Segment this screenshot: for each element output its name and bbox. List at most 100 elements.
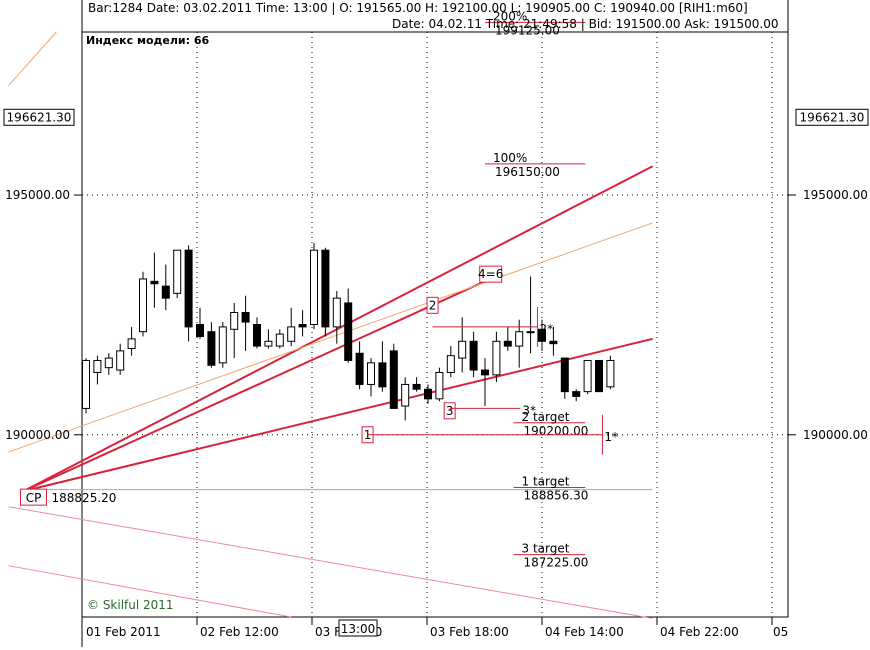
candles xyxy=(82,242,615,421)
target-label: 1 target xyxy=(522,475,570,489)
point-cp-value: 188825.20 xyxy=(52,491,117,505)
point-box xyxy=(426,296,439,314)
candle-up xyxy=(173,249,182,294)
target-label: 100% xyxy=(493,151,527,165)
candle-up xyxy=(287,326,296,342)
candle-down xyxy=(538,328,546,342)
analysis-lines xyxy=(8,31,654,619)
candle-down xyxy=(481,369,489,376)
x-tick-label: 05 xyxy=(773,625,788,639)
trend-line xyxy=(23,165,654,493)
candle-down xyxy=(253,324,261,347)
y-tick-label: 195000.00 xyxy=(5,188,70,202)
trend-line xyxy=(8,565,292,618)
cursor-time-box xyxy=(338,619,378,637)
candle-up xyxy=(446,355,455,373)
candle-up xyxy=(275,333,284,347)
candle-up xyxy=(310,249,318,325)
header-info-line2: Date: 04.02.11 Time: 21:49:58 | Bid: 191… xyxy=(392,17,779,31)
current-price-box-left xyxy=(3,108,75,126)
point-cp-label: CP xyxy=(26,491,42,505)
candle-down xyxy=(241,312,250,323)
candle-up xyxy=(139,278,147,333)
candle-down xyxy=(161,285,170,299)
target-value: 187225.00 xyxy=(524,556,589,570)
candle-down xyxy=(549,340,558,345)
candle-up xyxy=(332,297,341,328)
x-tick-label: 04 Feb 14:00 xyxy=(545,625,624,639)
target-value: 196150.00 xyxy=(495,165,560,179)
trend-line xyxy=(23,337,653,493)
y-tick-label-right: 195000.00 xyxy=(803,188,868,202)
candle-up xyxy=(264,340,273,347)
target-value: 188856.30 xyxy=(524,489,589,503)
x-tick-label: 03 F xyxy=(315,625,341,639)
candle-down xyxy=(321,249,330,328)
candle-up xyxy=(93,359,102,373)
candle-up xyxy=(218,326,227,364)
candle-up xyxy=(526,331,535,334)
projection-label: 2* xyxy=(539,322,553,336)
target-value: 190200.00 xyxy=(524,424,589,438)
candle-up xyxy=(435,371,444,400)
watermark: © Skilful 2011 xyxy=(87,598,174,612)
candle-down xyxy=(196,324,204,337)
projection-label: 1* xyxy=(604,430,618,444)
candle-down xyxy=(595,359,603,393)
current-price-box-right xyxy=(795,108,869,126)
x-tick-label: 02 Feb 12:00 xyxy=(200,625,279,639)
model-index-label: Индекс модели: 66 xyxy=(86,34,210,47)
candle-up xyxy=(458,340,467,359)
candle-up xyxy=(104,357,113,369)
trend-line xyxy=(8,506,653,619)
current-price-label-right: 196621.30 xyxy=(800,110,865,124)
candle-down xyxy=(412,383,421,390)
point-cp-box xyxy=(20,488,48,506)
trend-line xyxy=(8,31,57,87)
target-levels: 200%199125.00 100%196150.00 2 target190200… xyxy=(485,9,589,570)
x-tick-label: 03 Feb 18:00 xyxy=(430,625,509,639)
target-label: 3 target xyxy=(522,542,570,556)
point-box xyxy=(443,402,456,420)
current-price-label-left: 196621.30 xyxy=(7,110,72,124)
cursor-time-label: 13:00 xyxy=(341,622,376,636)
target-label: 200% xyxy=(493,9,527,23)
candle-up xyxy=(606,359,615,388)
candle-down xyxy=(184,249,193,328)
candle-up xyxy=(82,359,90,409)
target-value: 199125.00 xyxy=(495,23,560,37)
trend-line xyxy=(8,222,653,453)
candle-down xyxy=(560,357,569,393)
candle-up xyxy=(583,359,592,393)
point-box xyxy=(479,265,503,283)
candle-down xyxy=(469,340,478,371)
y-tick-label: 190000.00 xyxy=(5,428,70,442)
trend-line xyxy=(23,280,486,493)
target-label: 2 target xyxy=(522,410,570,424)
x-tick-label: 01 Feb 2011 xyxy=(86,625,161,639)
candle-down xyxy=(150,280,159,285)
candle-down xyxy=(424,388,432,400)
point-label: 2 xyxy=(429,298,437,312)
projection-label: 3* xyxy=(522,403,536,417)
candle-up xyxy=(515,331,524,347)
candle-up xyxy=(127,338,136,349)
candle-down xyxy=(298,324,307,328)
candle-up xyxy=(367,362,375,385)
point-label: 4=6 xyxy=(478,267,503,281)
candle-up xyxy=(230,312,239,330)
point-label: 3 xyxy=(446,404,454,418)
y-tick-label-right: 190000.00 xyxy=(803,428,868,442)
candle-down xyxy=(503,340,512,347)
candle-down xyxy=(572,391,581,397)
candle-down xyxy=(389,350,398,409)
candle-down xyxy=(344,302,353,361)
candle-down xyxy=(207,331,216,366)
plot-frame xyxy=(81,31,789,618)
candle-down xyxy=(378,362,387,388)
